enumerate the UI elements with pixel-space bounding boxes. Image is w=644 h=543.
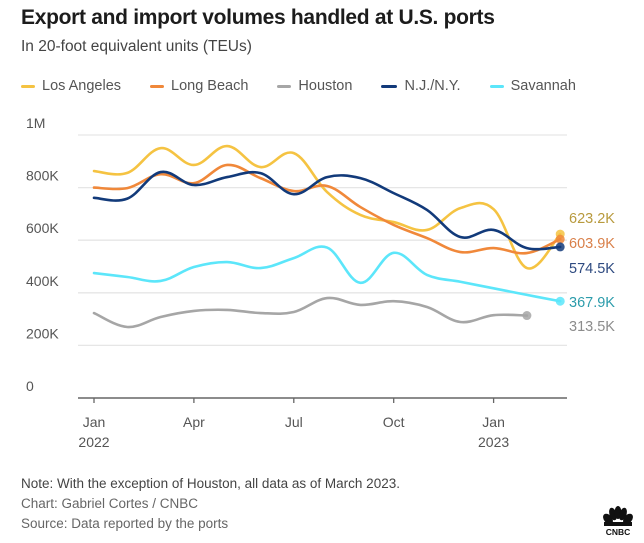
legend-item-los-angeles: Los Angeles (21, 78, 121, 94)
end-label-savannah: 367.9K (569, 295, 615, 311)
series-line-savannah (92, 245, 562, 303)
legend-item-nj-ny: N.J./N.Y. (381, 78, 461, 94)
legend-swatch-los-angeles (21, 84, 35, 88)
chart-footer: Note: With the exception of Houston, all… (21, 474, 400, 534)
series-line-long-beach (92, 163, 562, 255)
end-point-n-j-n-y (555, 242, 565, 252)
cnbc-peacock-logo-icon: CNBC (603, 506, 633, 537)
legend-swatch-savannah (489, 84, 504, 88)
y-tick-label: 400K (26, 273, 59, 289)
y-tick-label: 200K (26, 325, 59, 341)
end-point-long-beach (555, 234, 565, 244)
legend-swatch-long-beach (150, 84, 165, 88)
x-axis: Jan 2022 Apr Jul Oct Jan 2023 (78, 397, 567, 450)
chart-credit: Chart: Gabriel Cortes / CNBC (21, 496, 199, 511)
legend-swatch-houston (277, 84, 292, 88)
legend-label: Savannah (510, 78, 576, 94)
legend-label: Houston (298, 78, 353, 94)
end-label-los-angeles: 623.2K (569, 211, 615, 227)
x-tick-label: Oct (383, 414, 405, 430)
x-tick-label: Jan (83, 414, 106, 430)
legend-label: Los Angeles (42, 78, 122, 94)
x-tick-label: Jan (482, 414, 505, 430)
y-axis-labels: 0 200K 400K 600K 800K 1M (26, 115, 59, 394)
end-label-n-j-n-y: 574.5K (569, 261, 615, 277)
gridlines (78, 134, 567, 347)
svg-text:CNBC: CNBC (606, 527, 631, 537)
x-tick-label: Apr (183, 414, 205, 430)
chart-subtitle: In 20-foot equivalent units (TEUs) (21, 38, 252, 55)
series-line-n-j-n-y (92, 170, 562, 251)
series-lines (92, 144, 565, 329)
y-tick-label: 600K (26, 220, 59, 236)
x-tick-year-label: 2022 (78, 434, 109, 450)
legend-item-long-beach: Long Beach (150, 78, 248, 94)
x-tick-label: Jul (285, 414, 303, 430)
y-tick-label: 1M (26, 115, 45, 131)
x-tick-year-label: 2023 (478, 434, 509, 450)
legend-item-houston: Houston (277, 78, 352, 94)
chart-title: Export and import volumes handled at U.S… (21, 6, 495, 29)
end-point-savannah (555, 296, 565, 306)
end-label-long-beach: 603.9K (569, 236, 615, 252)
legend-item-savannah: Savannah (489, 78, 576, 94)
line-chart: 0 200K 400K 600K 800K 1M Jan 2022 Apr Jul Oct Jan 2… (26, 115, 615, 450)
footnote: Note: With the exception of Houston, all… (21, 476, 400, 491)
legend-label: N.J./N.Y. (404, 78, 461, 94)
end-point-houston (522, 311, 532, 321)
legend-label: Long Beach (171, 78, 249, 94)
y-tick-label: 800K (26, 168, 59, 184)
series-line-houston (92, 296, 529, 329)
legend: Los Angeles Long Beach Houston N.J./N.Y.… (21, 78, 605, 94)
series-line-los-angeles (92, 144, 562, 270)
legend-swatch-nj-ny (381, 84, 398, 88)
end-value-labels: 367.9K 313.5K 623.2K 603.9K 574.5K (569, 211, 615, 335)
end-label-houston: 313.5K (569, 319, 615, 335)
data-source: Source: Data reported by the ports (21, 516, 229, 531)
y-tick-label: 0 (26, 378, 34, 394)
